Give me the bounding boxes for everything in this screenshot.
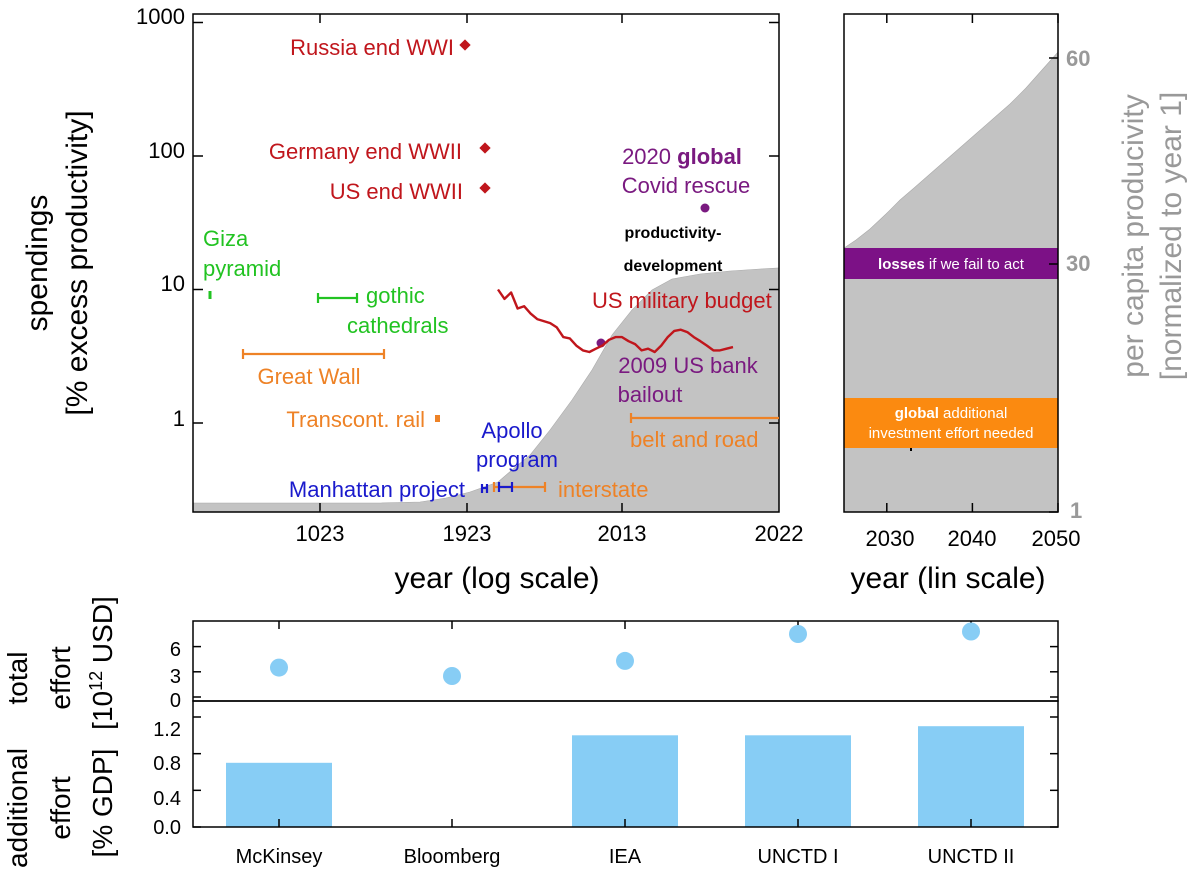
marker-germany-wwii (479, 142, 491, 154)
label-manhattan-project: Manhattan project (289, 477, 465, 502)
category-label-unctd-i: UNCTD I (757, 846, 838, 868)
productivity-area (192, 267, 780, 513)
y-tick-label-100: 100 (148, 138, 185, 163)
y-tick-label-10: 10 (161, 271, 185, 296)
bar-iea (572, 735, 678, 827)
label-gothic-2: cathedrals (347, 313, 449, 338)
right-tick-label-30: 30 (1066, 251, 1090, 276)
x-tick-label-1923: 1923 (443, 521, 492, 546)
panel-total-effort: 6 3 0 total effort [1012 USD] (2, 596, 1059, 730)
label-gothic-1: gothic (366, 283, 425, 308)
y-tick-label-1: 1 (173, 406, 185, 431)
y-axis-label-total: total (2, 652, 33, 705)
band-losses-label: losses if we fail to act (878, 256, 1025, 273)
y-axis-label-usd: [1012 USD] (86, 596, 118, 730)
plot-frame-spendings (192, 13, 780, 513)
x-tick-label-2013: 2013 (598, 521, 647, 546)
y-tick-label-0-4: 0.4 (153, 788, 181, 810)
label-apollo-1: Apollo (481, 418, 542, 443)
bar-unctd-i (745, 735, 851, 827)
panel-productivity: losses if we fail to act global addition… (843, 13, 1188, 595)
us-military-budget-line (497, 288, 734, 354)
label-productivity-development-1: productivity- (625, 225, 722, 242)
band-investment-label-1: global additional (895, 405, 1008, 422)
label-covid-rescue-1: 2020 global (622, 144, 742, 169)
right-tick-label-1: 1 (1070, 498, 1082, 523)
label-transcont-rail: Transcont. rail (286, 407, 425, 432)
panel-spendings: 1000 100 10 1 1023 1923 2013 2022 year (… (21, 4, 803, 595)
label-giza-1: Giza (203, 226, 249, 251)
y-tick-label-0-0: 0.0 (153, 817, 181, 839)
effort-point-mckinsey (270, 658, 288, 677)
y-tick-label-1-2: 1.2 (153, 719, 181, 741)
label-covid-rescue-2: Covid rescue (622, 173, 750, 198)
y-axis-label-spendings-2: [% excess productivity] (61, 110, 94, 415)
label-germany-end-wwii: Germany end WWII (269, 139, 462, 164)
label-belt-and-road: belt and road (630, 427, 758, 452)
bar-mckinsey (226, 762, 332, 827)
right-tick-label-60: 60 (1066, 46, 1090, 71)
x-axis-label-log: year (log scale) (394, 562, 599, 595)
range-gothic-cathedrals (316, 293, 359, 303)
total-effort-points (270, 622, 980, 685)
x-tick-label-2022: 2022 (755, 521, 804, 546)
range-great-wall (241, 349, 386, 359)
label-bank-bailout-2: bailout (618, 382, 683, 407)
range-manhattan-project (480, 484, 489, 493)
band-losses (844, 248, 1058, 279)
range-belt-and-road (629, 413, 779, 423)
y-axis-label-effort-top: effort (45, 646, 76, 710)
category-label-mckinsey: McKinsey (236, 846, 323, 868)
label-great-wall: Great Wall (257, 364, 360, 389)
plot-frame-productivity (843, 13, 1059, 513)
marker-transcont-rail (435, 415, 440, 422)
x-tick-label-2030: 2030 (866, 526, 915, 551)
y-axis-label-spendings-1: spendings (21, 195, 54, 332)
marker-russia-wwi (459, 39, 471, 51)
band-investment-effort (844, 398, 1058, 448)
right-axis-label-2: [normalized to year 1] (1155, 92, 1188, 380)
axis-ticks-spendings (193, 14, 779, 512)
productivity-area-future (843, 51, 1059, 513)
y-tick-label-6: 6 (170, 639, 181, 661)
category-label-bloomberg: Bloomberg (404, 846, 501, 868)
axis-ticks-productivity (886, 14, 1059, 513)
y-tick-label-0: 0 (170, 690, 181, 712)
effort-point-unctd-ii (962, 622, 980, 641)
label-bank-bailout-1: 2009 US bank (618, 353, 758, 378)
label-russia-end-wwi: Russia end WWI (290, 35, 454, 60)
y-tick-label-1000: 1000 (136, 4, 185, 29)
bar-unctd-ii (918, 726, 1024, 827)
label-interstate: interstate (558, 477, 649, 502)
marker-us-wwii (479, 182, 491, 194)
right-axis-label-1: per capita producivity (1117, 94, 1150, 377)
label-us-end-wwii: US end WWII (330, 179, 463, 204)
label-productivity-development-2: development (624, 258, 723, 275)
category-label-unctd-ii: UNCTD II (928, 846, 1015, 868)
additional-effort-bars (226, 726, 1024, 827)
y-axis-label-effort-bottom: effort (45, 776, 76, 840)
label-us-military-budget: US military budget (592, 288, 772, 313)
label-giza-2: pyramid (203, 256, 281, 281)
category-label-iea: IEA (609, 846, 642, 868)
x-axis-label-lin: year (lin scale) (850, 562, 1045, 595)
category-labels: McKinsey Bloomberg IEA UNCTD I UNCTD II (236, 846, 1015, 868)
y-tick-label-0-8: 0.8 (153, 753, 181, 775)
panel-additional-effort: 1.2 0.8 0.4 0.0 McKinsey Bloomberg IEA UNCT… (2, 700, 1059, 868)
label-apollo-2: program (476, 447, 558, 472)
range-apollo-program (497, 482, 514, 492)
y-axis-label-gdp: [% GDP] (87, 749, 118, 858)
y-axis-label-additional: additional (2, 748, 33, 868)
effort-point-unctd-i (789, 625, 807, 643)
y-tick-label-3: 3 (170, 666, 181, 688)
axis-ticks-additional-effort (193, 716, 1058, 828)
marker-covid-rescue (700, 203, 710, 213)
effort-point-iea (616, 651, 634, 670)
effort-point-bloomberg (443, 667, 461, 685)
x-tick-label-2040: 2040 (948, 526, 997, 551)
band-investment-label-2: investment effort needed (869, 425, 1034, 442)
x-tick-label-2050: 2050 (1032, 526, 1081, 551)
x-tick-label-1023: 1023 (296, 521, 345, 546)
